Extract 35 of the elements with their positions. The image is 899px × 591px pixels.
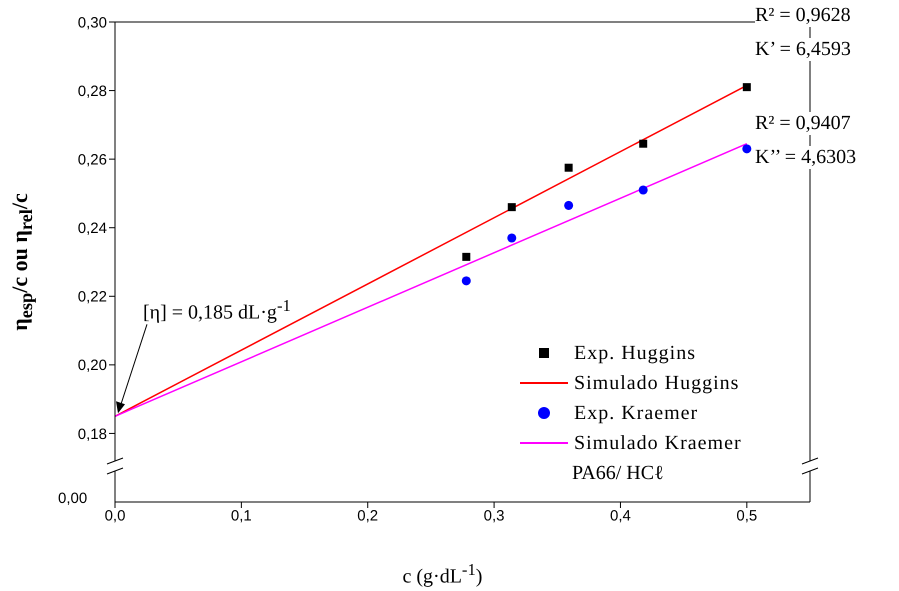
y-tick-label: 0,30: [78, 14, 107, 32]
y-tick-label: 0,24: [78, 220, 107, 238]
point: [462, 252, 470, 261]
point: [508, 203, 516, 212]
y-tick-label: 0,20: [78, 357, 107, 374]
point: [462, 276, 471, 286]
annotation: R² = 0,9628: [755, 4, 851, 27]
y-tick-label: 0,28: [78, 82, 107, 100]
point: [639, 140, 648, 148]
x-tick-label: 0,4: [610, 508, 631, 525]
point: [742, 83, 751, 92]
legend-label: Simulado Huggins: [574, 372, 740, 394]
annotation: K’ = 6,4593: [755, 38, 851, 61]
y-tick-label: 0,26: [78, 151, 107, 168]
text: 0,00: [58, 490, 88, 507]
x-axis-title: c (g·dL$^{-1}$): [402, 560, 482, 589]
point: [742, 144, 752, 154]
x-tick-label: 0,5: [736, 508, 758, 525]
legend-label: Simulado Kraemer: [574, 432, 742, 454]
annotation: R² = 0,9407: [755, 112, 851, 135]
x-tick-label: 0,2: [357, 508, 378, 525]
point: [507, 233, 516, 243]
x-tick-label: 0,0: [104, 508, 126, 525]
y-tick-label: 0,22: [78, 288, 107, 306]
legend-label: Exp. Kraemer: [574, 402, 698, 424]
x-tick-label: 0,3: [484, 508, 505, 525]
annotation: K’’ = 4,6303: [755, 146, 856, 169]
legend-label: Exp. Huggins: [574, 342, 696, 364]
y-tick-label: 0,18: [78, 426, 107, 443]
point: [564, 200, 574, 210]
annotation: [η] = 0,185 dL·g$^{-1}$: [143, 296, 291, 325]
point: [564, 164, 573, 172]
x-tick-label: 0,1: [230, 508, 252, 525]
annotation: PA66/ HCℓ: [572, 462, 664, 485]
point: [638, 185, 648, 195]
